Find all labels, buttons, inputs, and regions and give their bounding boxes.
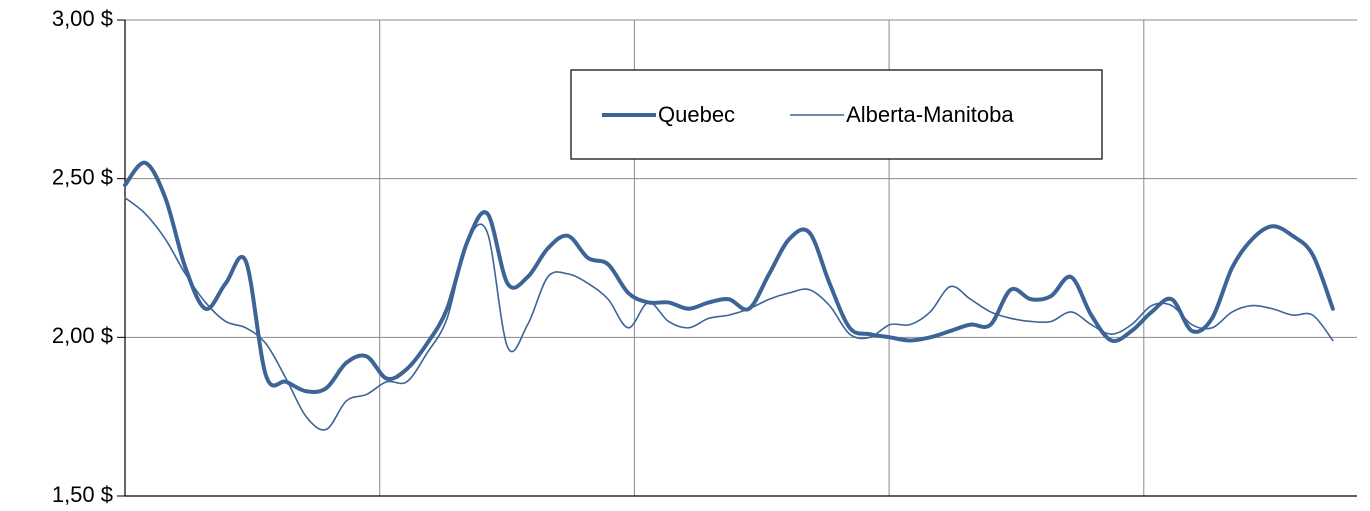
y-tick-label: 2,00 $	[52, 323, 113, 348]
y-tick-label: 2,50 $	[52, 164, 113, 189]
y-tick-label: 1,50 $	[52, 482, 113, 507]
y-tick-label: 3,00 $	[52, 6, 113, 31]
legend-label: Quebec	[658, 102, 735, 127]
legend-label: Alberta-Manitoba	[846, 102, 1014, 127]
series-line	[124, 196, 1334, 431]
series-line	[123, 160, 1335, 394]
